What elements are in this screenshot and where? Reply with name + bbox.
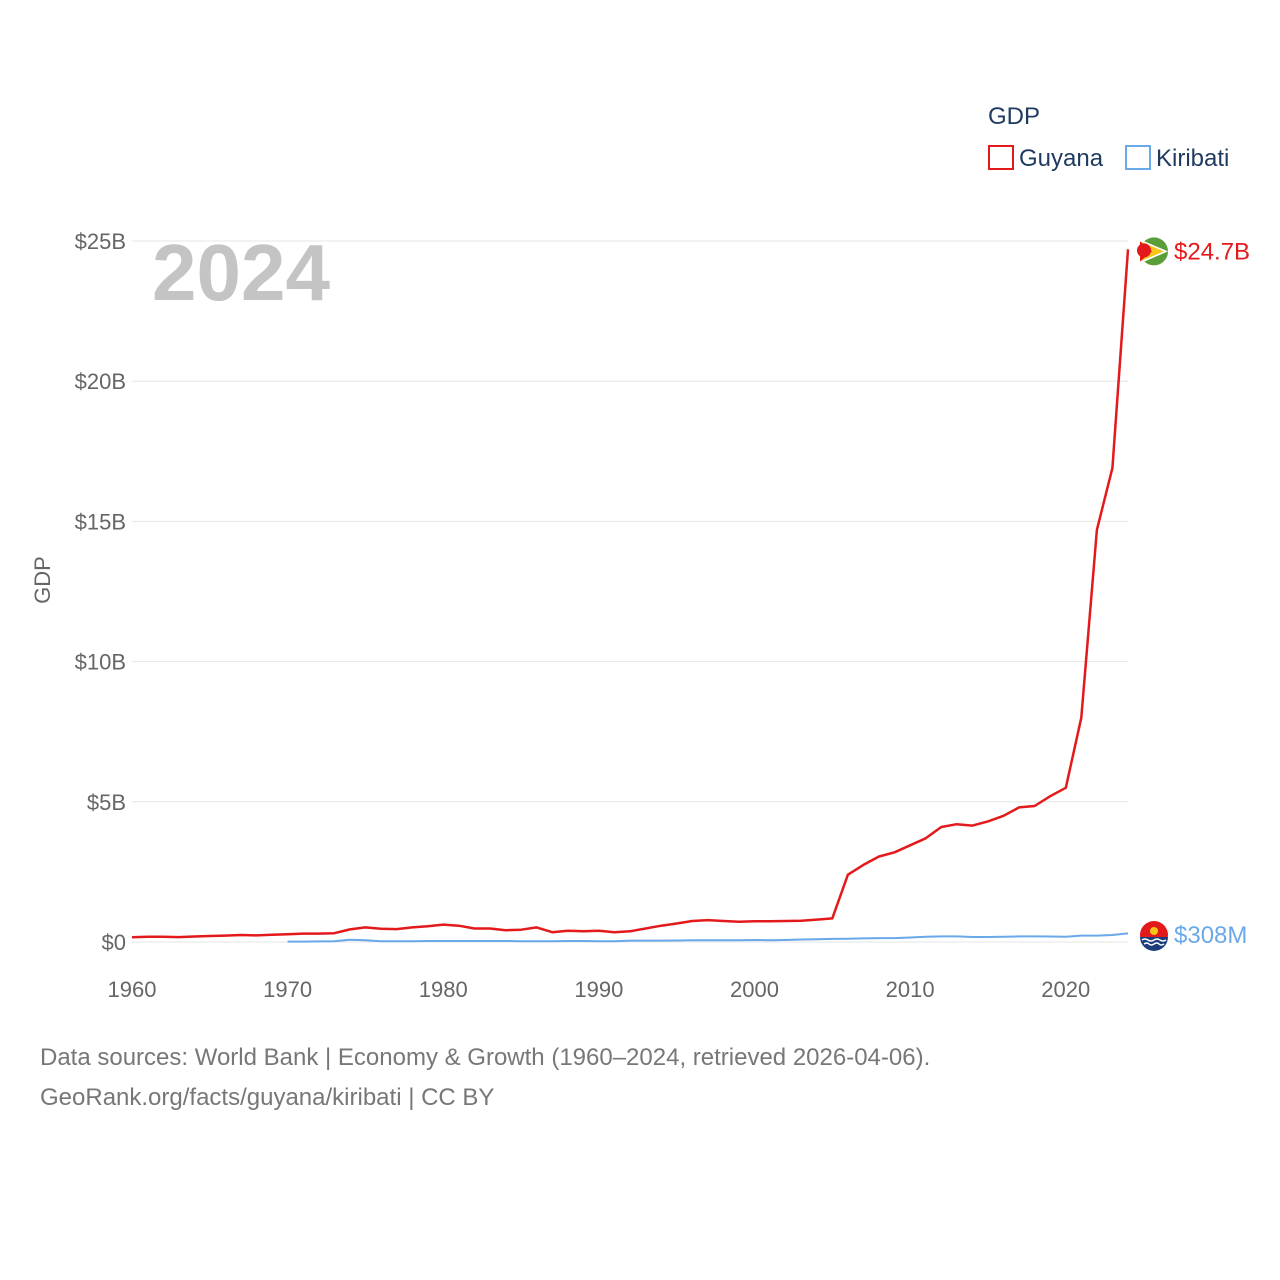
x-tick-label: 1970: [263, 977, 312, 1002]
y-axis-title: GDP: [30, 556, 55, 604]
gridlines: [132, 240, 1128, 943]
y-tick-label: $15B: [75, 509, 126, 534]
footer-sources: Data sources: World Bank | Economy & Gro…: [40, 1044, 931, 1071]
legend-swatch-guyana[interactable]: [988, 145, 1014, 170]
series-line-guyana: [131, 249, 1130, 939]
legend-label-guyana[interactable]: Guyana: [1019, 145, 1104, 172]
series-lines: [131, 249, 1130, 943]
end-markers: $24.7B $308M: [1137, 237, 1250, 951]
y-tick-label: $0: [102, 930, 126, 955]
y-tick-label: $20B: [75, 369, 126, 394]
x-tick-label: 2000: [730, 977, 779, 1002]
footer-attribution: GeoRank.org/facts/guyana/kiribati | CC B…: [40, 1084, 495, 1111]
x-tick-label: 2010: [886, 977, 935, 1002]
x-tick-label: 1980: [419, 977, 468, 1002]
end-label-kiribati: $308M: [1174, 922, 1247, 949]
end-label-guyana: $24.7B: [1174, 238, 1250, 265]
x-axis-labels: 1960 1970 1980 1990 2000 2010 2020: [108, 977, 1091, 1002]
flag-guyana-icon: [1137, 237, 1168, 266]
y-tick-label: $10B: [75, 650, 126, 675]
y-axis-labels: $0 $5B $10B $15B $20B $25B: [75, 229, 126, 955]
x-tick-label: 1990: [574, 977, 623, 1002]
legend-title: GDP: [988, 103, 1040, 130]
year-watermark: 2024: [152, 228, 330, 317]
y-tick-label: $25B: [75, 229, 126, 254]
legend-swatch-kiribati[interactable]: [1125, 145, 1151, 170]
legend[interactable]: GDP Guyana Kiribati: [988, 103, 1229, 172]
x-tick-label: 1960: [108, 977, 157, 1002]
legend-label-kiribati[interactable]: Kiribati: [1156, 145, 1229, 172]
series-line-kiribati: [287, 932, 1129, 943]
flag-kiribati-icon: [1140, 921, 1168, 951]
y-tick-label: $5B: [87, 790, 126, 815]
end-point-guyana: [1137, 243, 1151, 258]
x-tick-label: 2020: [1041, 977, 1090, 1002]
